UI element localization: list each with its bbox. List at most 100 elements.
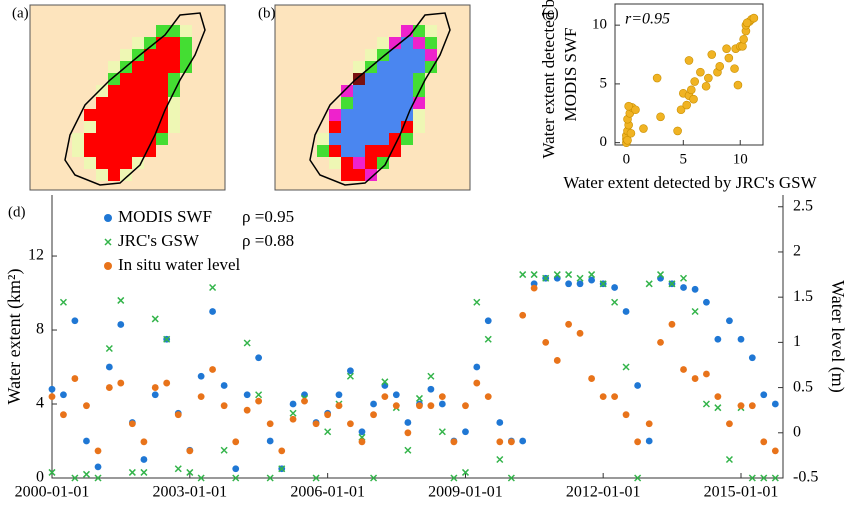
point-x <box>94 474 102 482</box>
map-pixel <box>317 145 329 157</box>
point-x <box>197 474 205 482</box>
map-pixel <box>353 85 365 97</box>
point <box>83 402 90 410</box>
y-axis-label: Water extent (km²) <box>4 269 25 405</box>
map-pixel <box>144 121 156 133</box>
map-pixel <box>341 109 353 121</box>
point <box>690 77 699 86</box>
lake-outline <box>64 12 206 186</box>
point <box>519 311 527 319</box>
point-x <box>220 446 228 454</box>
point <box>186 447 194 455</box>
y-tick-label: 5 <box>600 75 608 91</box>
point <box>48 393 56 401</box>
map-pixel <box>132 157 144 169</box>
map-pixel <box>72 133 84 145</box>
map-pixel <box>144 109 156 121</box>
y2-tick-label: 0.5 <box>793 378 813 395</box>
point-x <box>186 468 194 476</box>
point-x <box>370 474 378 482</box>
y-axis-label: Water extent detected by <box>539 0 558 159</box>
map-pixel <box>389 61 401 73</box>
point <box>243 391 251 399</box>
map-pixel <box>377 85 389 97</box>
point <box>392 402 400 410</box>
map-pixel <box>365 169 377 181</box>
point <box>289 415 297 423</box>
panel-label: (b) <box>258 5 276 21</box>
point <box>565 280 572 288</box>
map-pixel <box>156 25 168 37</box>
map-pixel <box>120 157 132 169</box>
point <box>255 354 263 362</box>
point <box>312 420 320 428</box>
point <box>733 80 743 90</box>
map-pixel <box>413 61 425 73</box>
x-tick-label: 2000-01-01 <box>15 484 90 501</box>
point-x <box>760 474 768 482</box>
map-pixel <box>389 73 401 85</box>
y-tick-label: 0 <box>600 134 608 150</box>
point <box>289 400 297 408</box>
point <box>232 438 240 446</box>
point <box>645 420 653 428</box>
point <box>714 393 722 401</box>
point <box>553 357 561 364</box>
point <box>689 94 698 104</box>
map-pixel <box>341 133 353 145</box>
point <box>427 402 435 410</box>
point <box>652 73 662 83</box>
map-pixel <box>96 97 108 109</box>
map-pixel <box>84 133 96 145</box>
point <box>645 437 653 445</box>
point <box>266 420 274 428</box>
point-x <box>209 283 217 292</box>
point <box>676 105 686 115</box>
point <box>703 298 710 306</box>
map-pixel <box>401 133 413 145</box>
map-pixel <box>377 157 389 169</box>
point <box>278 447 286 455</box>
map-pixel <box>401 25 413 37</box>
map-pixel <box>156 37 168 49</box>
map-pixel <box>108 97 120 109</box>
y2-tick-label: 0 <box>793 423 801 440</box>
map-pixel <box>413 37 425 49</box>
map-pixel <box>365 49 377 61</box>
map-pixel <box>132 109 144 121</box>
point-x <box>691 307 699 316</box>
map-pixel <box>377 121 389 133</box>
map-pixel <box>108 85 120 97</box>
point <box>691 375 699 382</box>
map-pixel <box>365 85 377 97</box>
map-pixel <box>180 25 192 37</box>
point <box>576 280 584 288</box>
y-axis-label: MODIS SWF <box>561 28 580 122</box>
point-x <box>565 271 573 279</box>
map-pixel <box>144 49 156 61</box>
axes <box>51 195 784 479</box>
point <box>726 420 733 428</box>
point <box>624 101 633 111</box>
map-pixel <box>341 121 353 133</box>
map-pixel <box>168 37 180 49</box>
map-pixel <box>144 133 156 145</box>
point-x <box>714 404 722 412</box>
map-pixel <box>389 37 401 49</box>
map-pixel <box>156 61 168 73</box>
point-x <box>324 428 332 436</box>
map-pixel <box>156 97 168 109</box>
point <box>626 128 636 138</box>
map-pixel <box>132 37 144 49</box>
point <box>335 391 343 399</box>
point-x <box>255 391 263 399</box>
map-pixel <box>144 145 156 157</box>
point <box>117 321 125 328</box>
point-x <box>450 474 458 482</box>
point-x <box>611 298 619 306</box>
point <box>715 61 725 71</box>
point <box>381 393 389 401</box>
point <box>656 112 665 122</box>
legend-label: In situ water level <box>118 255 241 274</box>
map-pixel <box>329 109 341 121</box>
